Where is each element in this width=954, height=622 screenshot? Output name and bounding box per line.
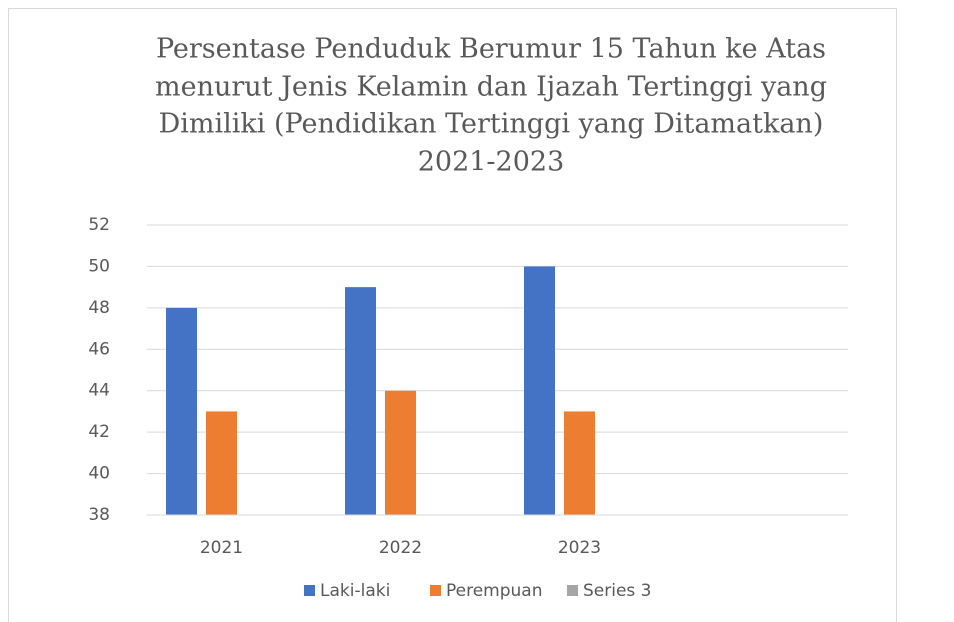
- y-tick-label: 40: [88, 464, 110, 484]
- bar: [345, 287, 376, 515]
- x-tick-label: 2023: [558, 538, 601, 558]
- bar: [524, 266, 555, 515]
- y-tick-label: 48: [88, 298, 110, 318]
- chart-title: menurut Jenis Kelamin dan Ijazah Terting…: [155, 72, 827, 103]
- legend-swatch: [304, 585, 315, 596]
- bar: [385, 390, 416, 515]
- bar: [564, 411, 595, 515]
- legend-swatch: [430, 585, 441, 596]
- legend-label: Series 3: [583, 581, 652, 601]
- legend-label: Perempuan: [446, 581, 543, 601]
- y-tick-label: 52: [88, 215, 110, 235]
- y-tick-label: 42: [88, 422, 110, 442]
- bar: [166, 307, 197, 515]
- x-tick-label: 2022: [379, 538, 422, 558]
- chart-title: 2021-2023: [418, 147, 565, 178]
- x-tick-label: 2021: [200, 538, 243, 558]
- legend-label: Laki-laki: [320, 581, 390, 601]
- y-tick-label: 44: [88, 381, 110, 401]
- chart-border: [8, 8, 897, 622]
- y-tick-label: 38: [88, 505, 110, 525]
- bar: [206, 411, 237, 515]
- chart-title: Dimiliki (Pendidikan Tertinggi yang Dita…: [159, 109, 824, 140]
- legend-swatch: [567, 585, 578, 596]
- chart-title: Persentase Penduduk Berumur 15 Tahun ke …: [156, 34, 826, 65]
- y-tick-label: 46: [88, 339, 110, 359]
- y-tick-label: 50: [88, 256, 110, 276]
